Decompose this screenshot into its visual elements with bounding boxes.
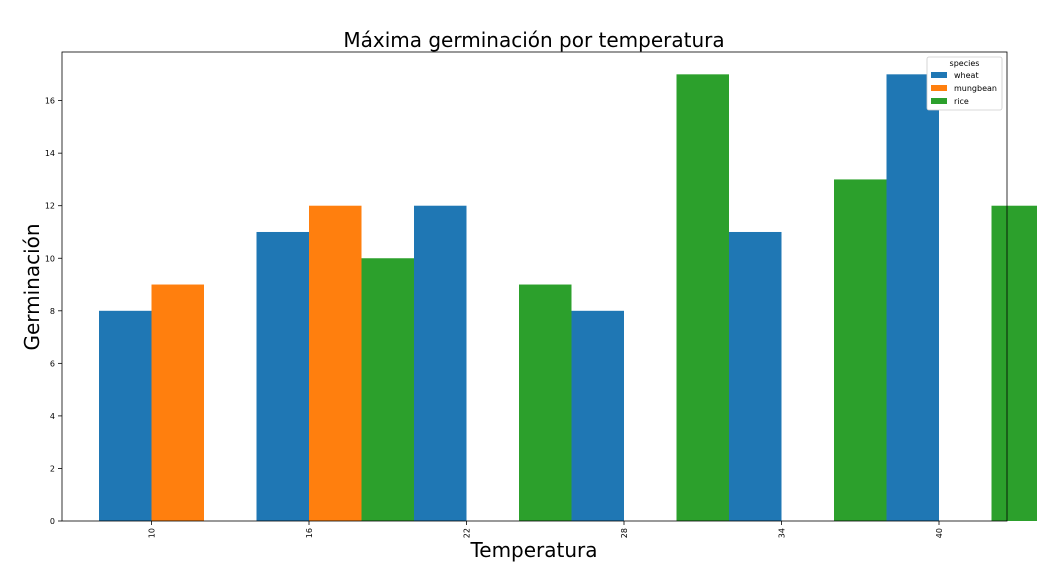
y-tick-label: 14 <box>45 149 55 158</box>
bar-rice-40 <box>991 205 1037 521</box>
bar-rice-22 <box>519 284 572 521</box>
y-tick-label: 4 <box>50 412 55 421</box>
x-tick-label: 34 <box>778 528 787 538</box>
y-axis-label: Germinación <box>20 223 44 350</box>
bar-wheat-16 <box>256 231 309 522</box>
x-tick-label: 10 <box>148 528 157 538</box>
x-tick-label: 22 <box>463 528 472 538</box>
legend-label-rice: rice <box>954 97 969 106</box>
x-axis-label: Temperatura <box>469 538 597 562</box>
chart-title: Máxima germinación por temperatura <box>343 28 724 52</box>
legend-swatch-mungbean <box>931 85 947 91</box>
y-tick-label: 8 <box>50 307 55 316</box>
plot-frame <box>61 51 1008 522</box>
legend: species wheat mungbean rice <box>926 56 1003 111</box>
bar-mungbean-16 <box>309 205 362 521</box>
bar-rice-28 <box>676 74 729 521</box>
x-tick-label: 16 <box>305 528 314 538</box>
y-tick-label: 2 <box>50 464 55 473</box>
legend-label-wheat: wheat <box>954 71 979 80</box>
bar-rice-16 <box>361 258 414 521</box>
x-tick-label: 28 <box>620 528 629 538</box>
legend-label-mungbean: mungbean <box>954 84 997 93</box>
x-tick-label: 40 <box>935 528 944 538</box>
y-tick-label: 16 <box>45 97 55 106</box>
bar-mungbean-10 <box>151 284 204 521</box>
y-tick-label: 12 <box>45 202 55 211</box>
legend-title: species <box>950 59 980 68</box>
y-tick-label: 6 <box>50 359 55 368</box>
y-tick-label: 10 <box>45 254 55 263</box>
bar-wheat-10 <box>99 310 152 521</box>
legend-swatch-wheat <box>931 72 947 78</box>
y-tick-label: 0 <box>50 517 55 526</box>
bar-wheat-34 <box>729 231 782 522</box>
legend-box <box>926 56 1003 111</box>
bar-wheat-40 <box>886 74 939 521</box>
bar-wheat-22 <box>414 205 467 521</box>
legend-swatch-rice <box>931 98 947 104</box>
bar-wheat-28 <box>571 310 624 521</box>
plot-area: 0 2 4 6 8 10 12 14 16 10 16 22 28 34 40 <box>45 51 1037 538</box>
bar-rice-34 <box>834 179 887 521</box>
